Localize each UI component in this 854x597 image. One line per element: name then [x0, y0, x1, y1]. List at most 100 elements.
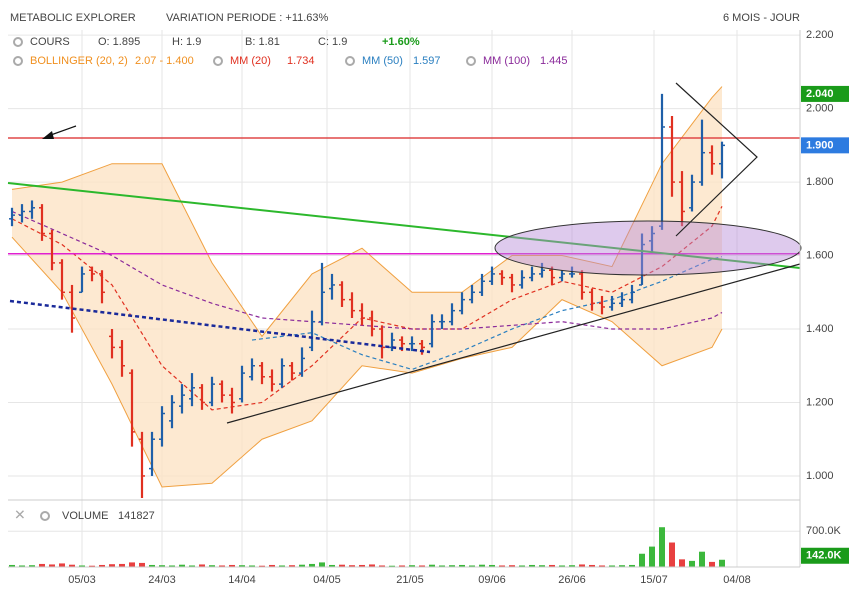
volume-bar — [699, 551, 705, 567]
legend-label: MM (20) — [230, 55, 271, 67]
y-tick-label: 1.800 — [806, 176, 834, 188]
overlays — [8, 86, 800, 488]
legend-label: MM (100) — [483, 55, 530, 67]
volume-bar — [359, 564, 365, 567]
volume-bar — [89, 565, 95, 567]
volume-bar — [599, 565, 605, 567]
gear-icon[interactable] — [466, 56, 476, 66]
volume-bar — [19, 565, 25, 567]
volume-bar — [669, 542, 675, 567]
volume-bar — [59, 563, 65, 567]
volume-tag — [801, 547, 849, 564]
volume-bar — [139, 562, 145, 567]
bollinger-lower — [11, 236, 723, 488]
volume-bar — [459, 564, 465, 567]
legend-value: 141827 — [118, 510, 155, 522]
x-tick-label: 04/08 — [723, 574, 751, 586]
volume-bar — [219, 565, 225, 567]
arrow-head — [42, 131, 54, 139]
price-tag — [801, 137, 849, 154]
legend-value: C: 1.9 — [318, 36, 347, 48]
volume-bar — [209, 565, 215, 567]
volume-bar — [409, 565, 415, 567]
legend-value: B: 1.81 — [245, 36, 280, 48]
volume-bar — [279, 565, 285, 567]
gear-icon[interactable] — [40, 511, 50, 521]
volume-bar — [159, 565, 165, 567]
volume-bar — [69, 564, 75, 567]
volume-bar — [329, 564, 335, 567]
trend-line — [7, 182, 801, 269]
volume-bar — [39, 563, 45, 567]
gear-icon[interactable] — [213, 56, 223, 66]
volume-bar — [259, 565, 265, 567]
volume-bar — [379, 565, 385, 567]
volume-bar — [199, 564, 205, 567]
close-icon[interactable]: ✕ — [14, 507, 26, 523]
volume-bar — [299, 564, 305, 567]
volume-bar — [429, 564, 435, 567]
gear-icon[interactable] — [13, 56, 23, 66]
volume-bar — [29, 565, 35, 567]
volume-bar — [49, 564, 55, 567]
volume-bar — [509, 565, 515, 567]
volume-bar — [239, 565, 245, 567]
volume-bar — [649, 546, 655, 567]
volume-bar — [629, 564, 635, 567]
x-tick-label: 26/06 — [558, 574, 586, 586]
bollinger-upper — [11, 86, 723, 338]
volume-bar — [559, 565, 565, 567]
volume-bar — [529, 564, 535, 567]
volume-bar — [389, 565, 395, 567]
volume-bar — [489, 564, 495, 567]
volume-bar — [229, 564, 235, 567]
volume-bar — [179, 564, 185, 567]
x-tick-label: 21/05 — [396, 574, 424, 586]
volume-bar — [719, 559, 725, 567]
volume-bar — [9, 564, 15, 567]
trend-line — [9, 299, 431, 354]
volume-bar — [169, 565, 175, 567]
moving-average — [251, 256, 723, 371]
volume-bar — [399, 565, 405, 567]
volume-bar — [709, 561, 715, 567]
volume-bar — [189, 565, 195, 567]
volume-bar — [269, 564, 275, 567]
y-tick-label: 2.000 — [806, 103, 834, 115]
legend-label: BOLLINGER (20, 2) — [30, 55, 128, 67]
volume-bar — [499, 565, 505, 567]
legend-value: O: 1.895 — [98, 36, 140, 48]
volume-bar — [369, 564, 375, 567]
volume-bar — [619, 565, 625, 567]
triangle — [675, 82, 758, 237]
legend-label: COURS — [30, 36, 70, 48]
x-tick-label: 15/07 — [640, 574, 668, 586]
price-tag — [801, 85, 849, 102]
period: 6 MOIS - JOUR — [723, 12, 800, 24]
legend-change: +1.60% — [382, 36, 420, 48]
volume-bar — [479, 564, 485, 567]
volume-bar — [609, 565, 615, 567]
gear-icon[interactable] — [345, 56, 355, 66]
volume-bar — [449, 565, 455, 567]
volume-bar — [289, 565, 295, 567]
volume-bar — [439, 565, 445, 567]
volume-tag-label: 142.0K — [806, 550, 842, 562]
x-tick-label: 14/04 — [228, 574, 256, 586]
legend-value: 1.445 — [540, 55, 568, 67]
volume-bar — [679, 559, 685, 567]
x-tick-label: 04/05 — [313, 574, 341, 586]
volume-bar — [339, 564, 345, 567]
volume-bar — [419, 565, 425, 567]
x-tick-label: 09/06 — [478, 574, 506, 586]
volume-bar — [549, 564, 555, 567]
ellipse — [494, 220, 802, 276]
volume-bar — [309, 563, 315, 567]
volume-bar — [579, 564, 585, 567]
volume-bar — [129, 562, 135, 567]
volume-bar — [119, 563, 125, 567]
volume-bar — [79, 565, 85, 567]
volume-bar — [99, 564, 105, 567]
gear-icon[interactable] — [13, 37, 23, 47]
